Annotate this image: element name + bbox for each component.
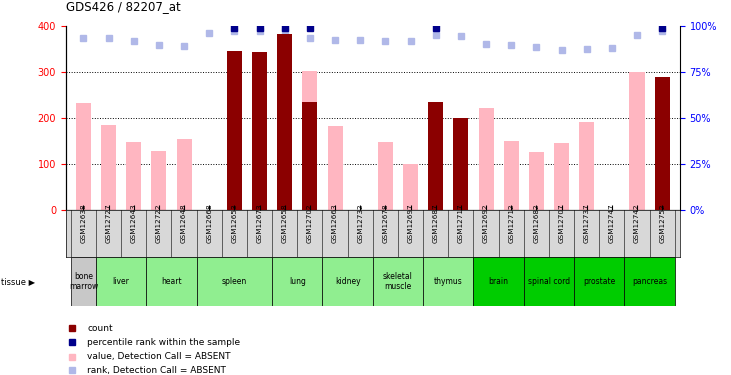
Text: GDS426 / 82207_at: GDS426 / 82207_at [66,0,181,13]
Bar [378,142,393,210]
Text: kidney: kidney [335,277,360,286]
Bar [629,72,645,210]
Bar [126,142,141,210]
Text: prostate: prostate [583,277,616,286]
Bar [504,141,519,210]
Bar [524,257,574,306]
Bar [151,151,167,210]
Text: spinal cord: spinal cord [528,277,570,286]
Bar [252,51,267,210]
Text: brain: brain [488,277,509,286]
Bar [303,102,317,210]
Bar [176,139,192,210]
Bar [327,126,343,210]
Text: rank, Detection Call = ABSENT: rank, Detection Call = ABSENT [87,366,226,375]
Bar [403,164,418,210]
Bar [624,257,675,306]
Text: spleen: spleen [221,277,247,286]
Text: percentile rank within the sample: percentile rank within the sample [87,338,240,347]
Bar [197,257,272,306]
Bar [96,257,146,306]
Text: tissue ▶: tissue ▶ [1,277,35,286]
Bar [479,108,493,210]
Text: thymus: thymus [434,277,463,286]
Bar [303,71,317,210]
Bar [574,257,624,306]
Bar [373,257,423,306]
Bar [529,152,544,210]
Text: bone
marrow: bone marrow [69,272,98,291]
Text: lung: lung [289,277,306,286]
Bar [227,51,242,210]
Text: heart: heart [161,277,182,286]
Bar [101,126,116,210]
Text: skeletal
muscle: skeletal muscle [383,272,413,291]
Bar [146,257,197,306]
Bar [322,257,373,306]
Bar [579,122,594,210]
Bar [423,257,474,306]
Bar [277,34,292,210]
Bar [474,257,524,306]
Text: count: count [87,324,113,333]
Text: liver: liver [113,277,129,286]
Bar [655,77,670,210]
Bar [428,102,443,210]
Text: pancreas: pancreas [632,277,667,286]
Bar [272,257,322,306]
Bar [453,118,469,210]
Bar [554,143,569,210]
Text: value, Detection Call = ABSENT: value, Detection Call = ABSENT [87,352,231,361]
Bar [71,257,96,306]
Bar [76,104,91,210]
